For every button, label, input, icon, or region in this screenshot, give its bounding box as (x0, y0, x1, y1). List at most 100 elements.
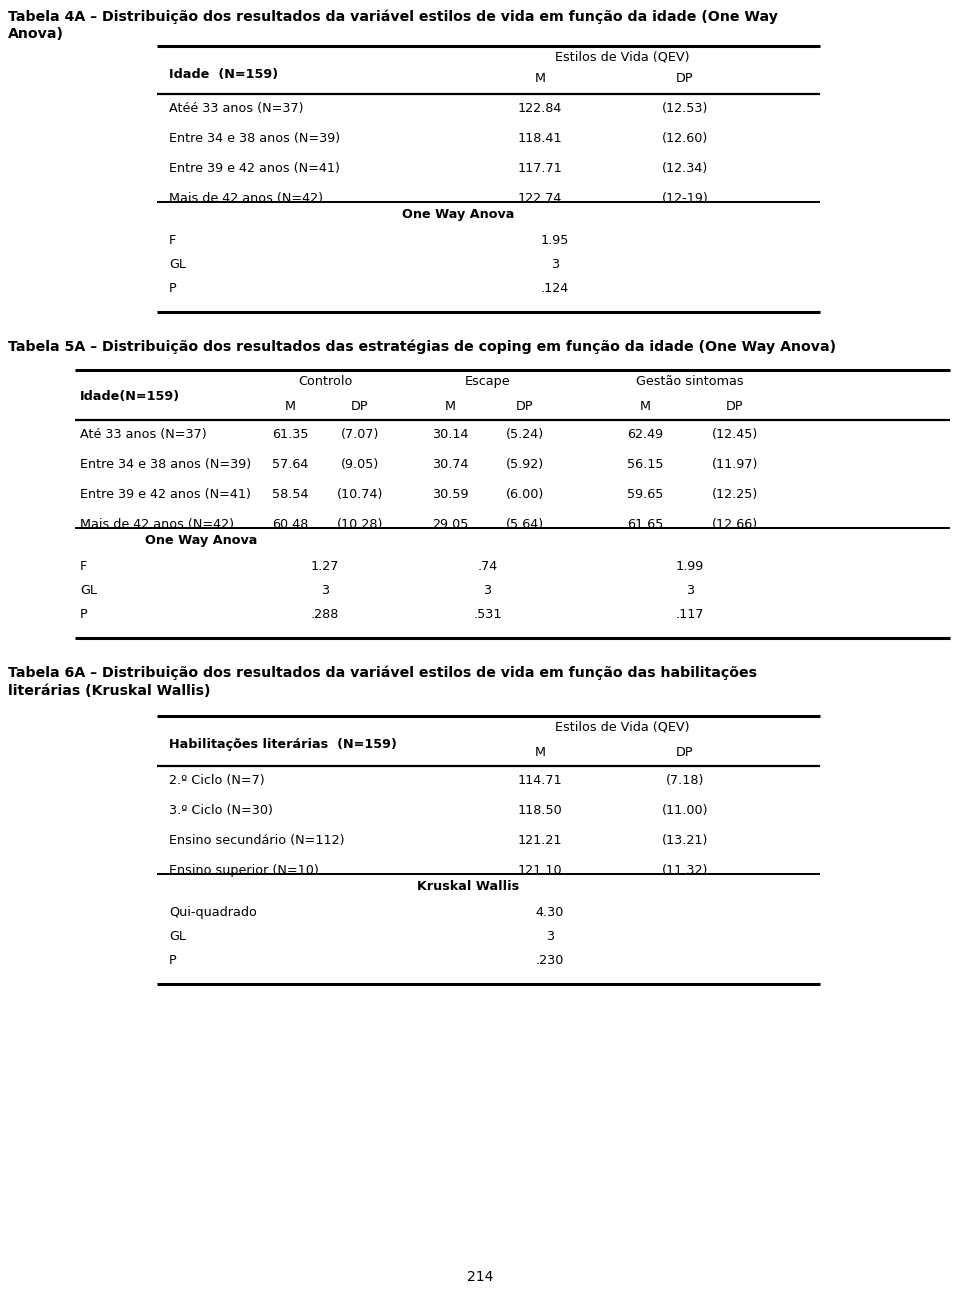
Text: GL: GL (169, 930, 186, 943)
Text: Entre 39 e 42 anos (N=41): Entre 39 e 42 anos (N=41) (80, 488, 251, 502)
Text: Mais de 42 anos (N=42): Mais de 42 anos (N=42) (169, 192, 323, 205)
Text: 121.10: 121.10 (517, 865, 563, 878)
Text: .117: .117 (676, 609, 705, 620)
Text: literárias (Kruskal Wallis): literárias (Kruskal Wallis) (8, 684, 210, 697)
Text: Estilos de Vida (QEV): Estilos de Vida (QEV) (555, 51, 689, 64)
Text: 59.65: 59.65 (627, 488, 663, 502)
Text: .124: .124 (540, 282, 569, 295)
Text: Idade(N=159): Idade(N=159) (80, 390, 180, 404)
Text: 3: 3 (551, 259, 559, 272)
Text: DP: DP (516, 400, 534, 413)
Text: Idade  (N=159): Idade (N=159) (169, 68, 278, 81)
Text: P: P (80, 609, 87, 620)
Text: (7.18): (7.18) (666, 774, 705, 788)
Text: 118.41: 118.41 (517, 132, 563, 145)
Text: (10.28): (10.28) (337, 518, 383, 532)
Text: 62.49: 62.49 (627, 428, 663, 441)
Text: Escape: Escape (465, 375, 511, 388)
Text: Gestão sintomas: Gestão sintomas (636, 375, 744, 388)
Text: 60.48: 60.48 (272, 518, 308, 532)
Text: 122.84: 122.84 (517, 102, 563, 115)
Text: Controlo: Controlo (298, 375, 352, 388)
Text: DP: DP (726, 400, 744, 413)
Text: Habilitações literárias  (N=159): Habilitações literárias (N=159) (169, 738, 396, 751)
Text: Entre 39 e 42 anos (N=41): Entre 39 e 42 anos (N=41) (169, 162, 340, 175)
Text: 3.º Ciclo (N=30): 3.º Ciclo (N=30) (169, 804, 273, 818)
Text: (10.74): (10.74) (337, 488, 383, 502)
Text: Tabela 5A – Distribuição dos resultados das estratégias de coping em função da i: Tabela 5A – Distribuição dos resultados … (8, 340, 836, 354)
Text: (6.00): (6.00) (506, 488, 544, 502)
Text: (5.92): (5.92) (506, 458, 544, 471)
Text: Entre 34 e 38 anos (N=39): Entre 34 e 38 anos (N=39) (169, 132, 340, 145)
Text: (12.25): (12.25) (712, 488, 758, 502)
Text: (9.05): (9.05) (341, 458, 379, 471)
Text: (5.24): (5.24) (506, 428, 544, 441)
Text: Kruskal Wallis: Kruskal Wallis (418, 880, 519, 893)
Text: 4.30: 4.30 (536, 906, 564, 919)
Text: (11.97): (11.97) (711, 458, 758, 471)
Text: Mais de 42 anos (N=42): Mais de 42 anos (N=42) (80, 518, 234, 532)
Text: 3: 3 (686, 584, 694, 597)
Text: GL: GL (169, 259, 186, 272)
Text: 1.99: 1.99 (676, 560, 704, 573)
Text: (12.34): (12.34) (661, 162, 708, 175)
Text: Anova): Anova) (8, 27, 64, 40)
Text: (7.07): (7.07) (341, 428, 379, 441)
Text: 2.º Ciclo (N=7): 2.º Ciclo (N=7) (169, 774, 265, 788)
Text: M: M (284, 400, 296, 413)
Text: Estilos de Vida (QEV): Estilos de Vida (QEV) (555, 721, 689, 734)
Text: Ensino secundário (N=112): Ensino secundário (N=112) (169, 835, 345, 848)
Text: M: M (535, 72, 545, 85)
Text: 114.71: 114.71 (517, 774, 563, 788)
Text: 29.05: 29.05 (432, 518, 468, 532)
Text: M: M (444, 400, 455, 413)
Text: Até 33 anos (N=37): Até 33 anos (N=37) (80, 428, 206, 441)
Text: (5.64): (5.64) (506, 518, 544, 532)
Text: One Way Anova: One Way Anova (402, 208, 515, 221)
Text: .288: .288 (311, 609, 339, 620)
Text: .230: .230 (536, 953, 564, 966)
Text: One Way Anova: One Way Anova (145, 534, 257, 547)
Text: GL: GL (80, 584, 97, 597)
Text: F: F (80, 560, 87, 573)
Text: (11.32): (11.32) (661, 865, 708, 878)
Text: Qui-quadrado: Qui-quadrado (169, 906, 257, 919)
Text: M: M (639, 400, 651, 413)
Text: 122.74: 122.74 (517, 192, 563, 205)
Text: P: P (169, 282, 177, 295)
Text: 3: 3 (484, 584, 492, 597)
Text: (12-19): (12-19) (661, 192, 708, 205)
Text: Entre 34 e 38 anos (N=39): Entre 34 e 38 anos (N=39) (80, 458, 252, 471)
Text: 121.21: 121.21 (517, 835, 563, 848)
Text: 3: 3 (321, 584, 329, 597)
Text: 214: 214 (467, 1269, 493, 1284)
Text: P: P (169, 953, 177, 966)
Text: (11.00): (11.00) (661, 804, 708, 818)
Text: 1.27: 1.27 (311, 560, 339, 573)
Text: .531: .531 (473, 609, 502, 620)
Text: 58.54: 58.54 (272, 488, 308, 502)
Text: (12.45): (12.45) (712, 428, 758, 441)
Text: F: F (169, 234, 177, 247)
Text: 117.71: 117.71 (517, 162, 563, 175)
Text: (12.53): (12.53) (661, 102, 708, 115)
Text: 1.95: 1.95 (540, 234, 569, 247)
Text: Ensino superior (N=10): Ensino superior (N=10) (169, 865, 319, 878)
Text: Tabela 4A – Distribuição dos resultados da variável estilos de vida em função da: Tabela 4A – Distribuição dos resultados … (8, 10, 778, 25)
Text: 3: 3 (546, 930, 554, 943)
Text: 61.65: 61.65 (627, 518, 663, 532)
Text: M: M (535, 746, 545, 759)
Text: Atéé 33 anos (N=37): Atéé 33 anos (N=37) (169, 102, 303, 115)
Text: 56.15: 56.15 (627, 458, 663, 471)
Text: (12.66): (12.66) (712, 518, 758, 532)
Text: 57.64: 57.64 (272, 458, 308, 471)
Text: (12.60): (12.60) (661, 132, 708, 145)
Text: DP: DP (676, 72, 694, 85)
Text: .74: .74 (477, 560, 497, 573)
Text: 30.59: 30.59 (432, 488, 468, 502)
Text: 118.50: 118.50 (517, 804, 563, 818)
Text: (13.21): (13.21) (661, 835, 708, 848)
Text: 30.74: 30.74 (432, 458, 468, 471)
Text: 61.35: 61.35 (272, 428, 308, 441)
Text: DP: DP (351, 400, 369, 413)
